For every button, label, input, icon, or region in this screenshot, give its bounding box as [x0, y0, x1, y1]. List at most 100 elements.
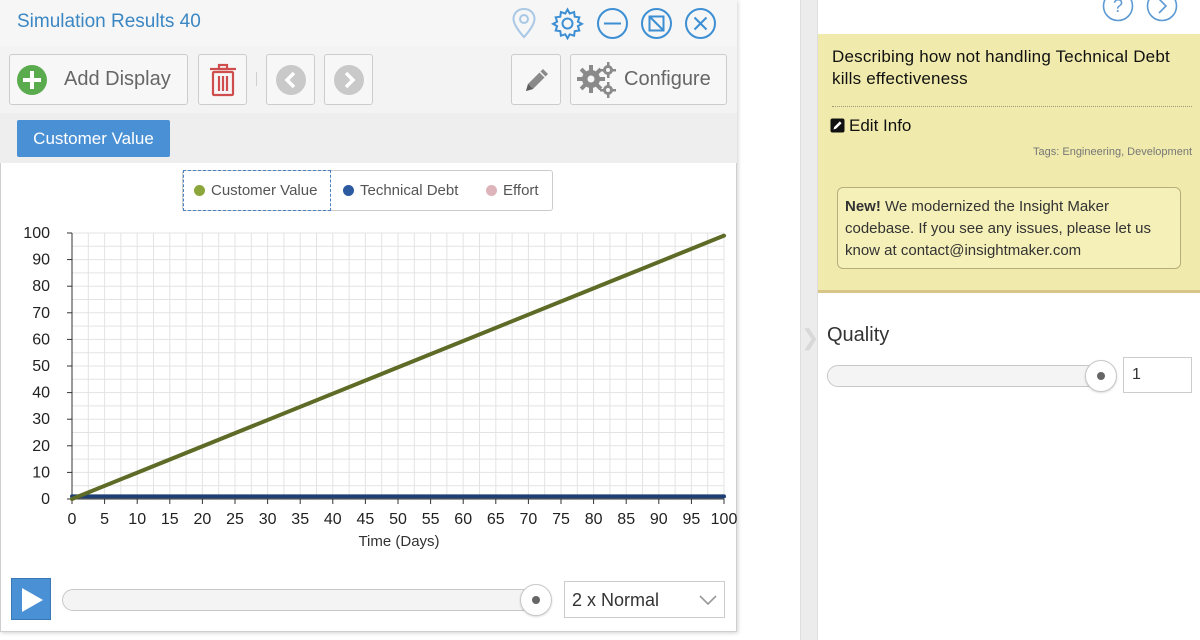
x-tick-label: 95 — [683, 511, 701, 528]
back-button[interactable] — [266, 54, 315, 105]
help-icon[interactable]: ? — [1102, 0, 1134, 22]
speed-select[interactable]: 2 x Normal — [564, 581, 725, 618]
close-icon[interactable] — [684, 7, 717, 40]
svg-text:?: ? — [1113, 0, 1123, 16]
legend-label: Effort — [503, 182, 539, 199]
y-tick-label: 60 — [32, 331, 50, 348]
display-tabs: Customer Value — [0, 113, 737, 163]
y-tick-label: 0 — [41, 491, 50, 508]
info-separator — [832, 106, 1192, 107]
chart-legend: Customer Value Technical Debt Effort — [182, 170, 553, 211]
forward-button[interactable] — [324, 54, 373, 105]
add-display-label: Add Display — [64, 68, 171, 90]
x-axis-label: Time (Days) — [358, 533, 439, 550]
y-tick-label: 10 — [32, 464, 50, 481]
x-tick-label: 80 — [585, 511, 603, 528]
legend-label: Customer Value — [211, 182, 318, 199]
chevron-right-circle-icon[interactable] — [1146, 0, 1178, 22]
quality-value-input[interactable] — [1123, 357, 1192, 393]
legend-label: Technical Debt — [360, 182, 459, 199]
x-tick-label: 85 — [617, 511, 635, 528]
x-tick-label: 75 — [552, 511, 570, 528]
quality-slider[interactable] — [827, 365, 1102, 387]
trash-icon — [210, 63, 236, 97]
edit-info-label: Edit Info — [849, 116, 912, 135]
y-tick-label: 80 — [32, 278, 50, 295]
legend-item-customer-value[interactable]: Customer Value — [183, 170, 331, 211]
edit-button[interactable] — [511, 54, 561, 105]
x-tick-label: 55 — [422, 511, 440, 528]
y-tick-label: 70 — [32, 305, 50, 322]
speed-select-value: 2 x Normal — [572, 590, 660, 610]
chart-tick-labels: 0 10 20 30 40 50 60 70 80 90 100 0 5 10 15 20 25 30 35 40 45… — [23, 225, 737, 528]
panel-divider[interactable] — [800, 0, 818, 640]
time-slider[interactable] — [62, 589, 550, 611]
y-tick-label: 50 — [32, 358, 50, 375]
info-tags: Tags: Engineering, Development — [1033, 146, 1192, 158]
x-tick-label: 30 — [259, 511, 277, 528]
x-tick-label: 90 — [650, 511, 668, 528]
slider-handle-dot — [1097, 372, 1105, 380]
chevron-down-icon — [699, 595, 717, 606]
notice-box: New! We modernized the Insight Maker cod… — [837, 187, 1181, 269]
time-slider-handle[interactable] — [520, 584, 552, 616]
play-button[interactable] — [11, 578, 51, 620]
x-tick-label: 35 — [291, 511, 309, 528]
y-tick-label: 40 — [32, 385, 50, 402]
delete-button[interactable] — [198, 54, 247, 105]
pencil-icon — [526, 69, 548, 91]
tab-customer-value[interactable]: Customer Value — [17, 120, 170, 157]
chevron-right-icon — [334, 65, 364, 95]
minimize-icon[interactable] — [596, 7, 629, 40]
toolbar-divider — [256, 72, 257, 86]
x-tick-label: 50 — [389, 511, 407, 528]
configure-label: Configure — [624, 68, 711, 90]
add-display-button[interactable]: Add Display — [9, 54, 188, 105]
x-tick-label: 65 — [487, 511, 505, 528]
x-tick-label: 25 — [226, 511, 244, 528]
x-tick-label: 45 — [357, 511, 375, 528]
chart-grid — [71, 232, 725, 500]
chart-axes — [67, 232, 725, 504]
configure-button[interactable]: Configure — [570, 54, 727, 105]
x-tick-label: 10 — [128, 511, 146, 528]
window-titlebar: Simulation Results 40 — [0, 0, 737, 46]
info-title: Describing how not handling Technical De… — [832, 47, 1170, 88]
y-tick-label: 90 — [32, 252, 50, 269]
notice-bold: New! — [845, 198, 881, 215]
x-tick-label: 15 — [161, 511, 179, 528]
quality-slider-handle[interactable] — [1085, 360, 1117, 392]
legend-item-technical-debt[interactable]: Technical Debt — [343, 171, 458, 210]
legend-dot — [486, 185, 497, 196]
add-icon — [17, 65, 47, 95]
x-tick-label: 20 — [194, 511, 212, 528]
window-title: Simulation Results 40 — [17, 11, 201, 32]
gears-icon — [577, 62, 616, 98]
x-tick-label: 40 — [324, 511, 342, 528]
x-tick-label: 0 — [68, 511, 77, 528]
x-tick-label: 100 — [711, 511, 737, 528]
location-pin-icon[interactable] — [511, 7, 537, 39]
legend-dot — [343, 185, 354, 196]
x-tick-label: 60 — [454, 511, 472, 528]
slider-handle-dot — [532, 596, 540, 604]
quality-label: Quality — [827, 324, 890, 346]
y-tick-label: 100 — [23, 225, 50, 242]
gear-icon[interactable] — [551, 7, 584, 40]
line-chart: 0 10 20 30 40 50 60 70 80 90 100 0 5 10 15 20 25 30 35 40 45… — [23, 225, 737, 550]
edit-info-link[interactable]: Edit Info — [830, 116, 911, 136]
info-top-nav: ? — [818, 0, 1200, 34]
legend-item-effort[interactable]: Effort — [486, 171, 539, 210]
legend-dot — [194, 185, 205, 196]
x-tick-label: 70 — [520, 511, 538, 528]
y-tick-label: 20 — [32, 438, 50, 455]
chart-series — [70, 233, 726, 501]
toolbar: Add Display — [0, 46, 737, 114]
play-icon — [22, 588, 43, 612]
collapse-handle-icon[interactable]: ❯ — [801, 325, 820, 350]
maximize-icon[interactable] — [640, 7, 673, 40]
notice-text: We modernized the Insight Maker codebase… — [845, 198, 1152, 259]
series-line-customer-value — [70, 233, 726, 501]
y-tick-label: 30 — [32, 411, 50, 428]
edit-icon — [830, 118, 845, 133]
